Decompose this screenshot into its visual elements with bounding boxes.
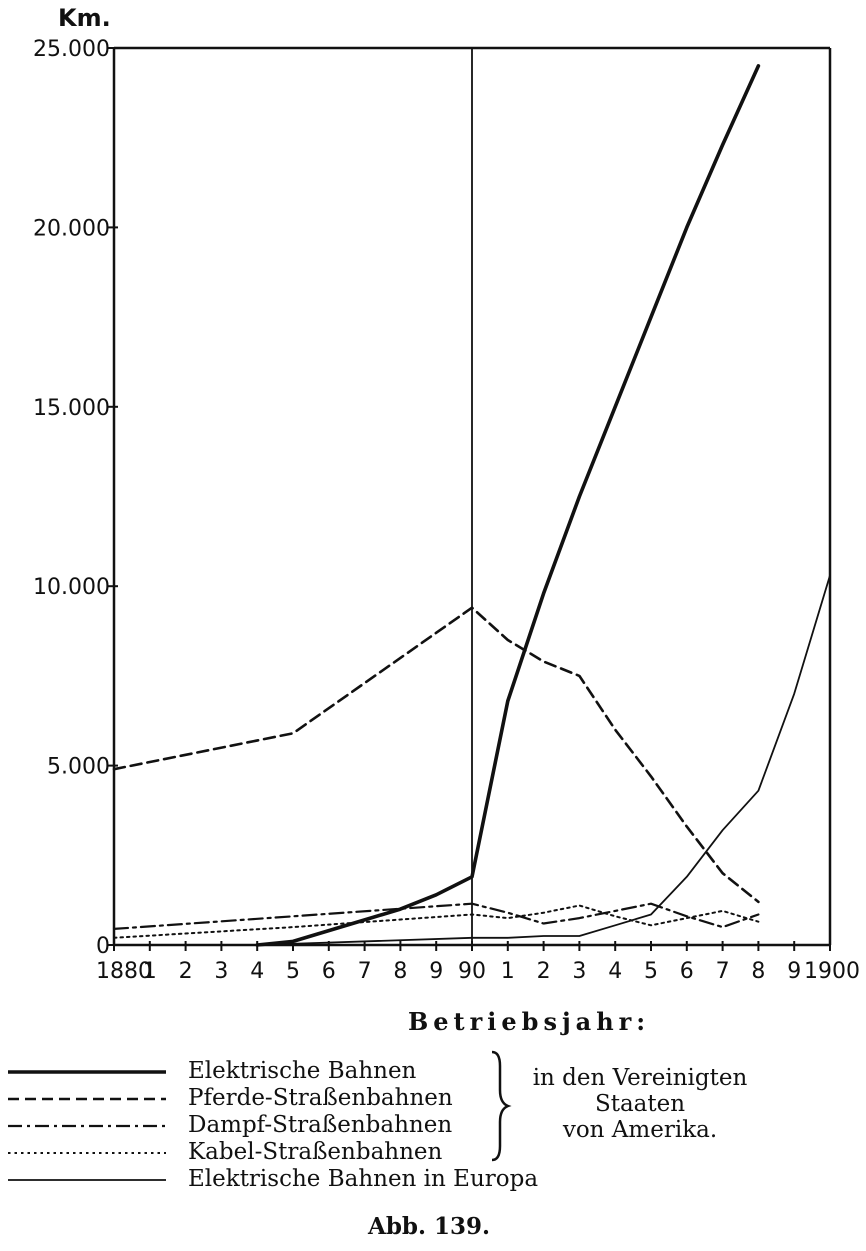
series-line-5 xyxy=(113,574,831,946)
legend-label-2: Pferde-Straßenbahnen xyxy=(188,1085,453,1111)
x-tick-label: 1 xyxy=(143,959,157,984)
x-tick-label: 8 xyxy=(393,959,407,984)
series-line-2 xyxy=(112,606,760,904)
series-line-1 xyxy=(255,64,761,947)
x-tick-label: 90 xyxy=(458,959,486,984)
x-tick-label: 9 xyxy=(429,959,443,984)
y-tick-label: 0 xyxy=(96,934,110,959)
legend-group-label-line: von Amerika. xyxy=(562,1117,717,1143)
y-tick-label: 20.000 xyxy=(33,216,110,241)
x-tick-label: 5 xyxy=(286,959,300,984)
x-tick-label: 7 xyxy=(358,959,372,984)
x-tick-label: 1 xyxy=(501,959,515,984)
x-tick-label: 2 xyxy=(179,959,193,984)
legend-label-3: Dampf-Straßenbahnen xyxy=(188,1112,452,1138)
legend-brace xyxy=(491,1050,512,1162)
series-line-4 xyxy=(113,904,760,939)
x-tick-label: 1900 xyxy=(804,959,860,984)
legend-label-1: Elektrische Bahnen xyxy=(188,1058,417,1084)
y-tick-label: 5.000 xyxy=(47,755,110,780)
legend-label-5: Elektrische Bahnen in Europa xyxy=(188,1166,538,1192)
x-tick-label: 4 xyxy=(250,959,264,984)
series-line-3 xyxy=(112,902,760,931)
x-tick-label: 6 xyxy=(680,959,694,984)
x-tick-label: 3 xyxy=(214,959,228,984)
x-tick-label: 1880 xyxy=(96,959,152,984)
x-tick-label: 2 xyxy=(537,959,551,984)
y-tick-label: 25.000 xyxy=(33,37,110,62)
x-tick-label: 3 xyxy=(572,959,586,984)
y-tick-label: 15.000 xyxy=(33,396,110,421)
x-tick-label: 6 xyxy=(322,959,336,984)
x-tick-label: 8 xyxy=(751,959,765,984)
x-tick-label: 5 xyxy=(644,959,658,984)
x-axis-title: Betriebsjahr: xyxy=(408,1007,650,1036)
figure-caption: Abb. 139. xyxy=(367,1213,490,1240)
legend-group-label-line: Staaten xyxy=(595,1091,685,1117)
series-lines xyxy=(112,64,831,947)
x-tick-label: 7 xyxy=(716,959,730,984)
legend-label-4: Kabel-Straßenbahnen xyxy=(188,1139,443,1165)
y-axis-unit-label: Km. xyxy=(58,4,111,32)
legend: Elektrische BahnenPferde-StraßenbahnenDa… xyxy=(8,1050,748,1192)
x-tick-label: 4 xyxy=(608,959,622,984)
legend-group-label-line: in den Vereinigten xyxy=(533,1065,748,1091)
y-tick-label: 10.000 xyxy=(33,575,110,600)
x-tick-label: 9 xyxy=(787,959,801,984)
